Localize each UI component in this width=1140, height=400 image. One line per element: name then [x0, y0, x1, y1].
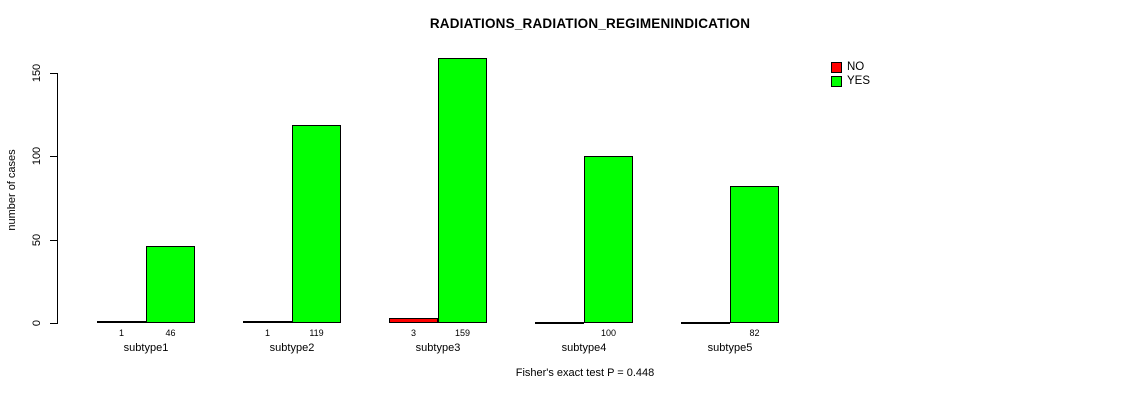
y-tick-label: 100 — [31, 146, 43, 166]
bar-yes-subtype2 — [292, 125, 341, 323]
bar-yes-subtype1 — [146, 246, 195, 323]
bar-yes-subtype5 — [730, 186, 779, 323]
legend-label-yes: YES — [847, 75, 871, 87]
category-label-subtype5: subtype5 — [707, 342, 753, 354]
count-label-yes-subtype5: 82 — [749, 328, 760, 338]
category-label-subtype4: subtype4 — [561, 342, 607, 354]
y-tick-mark — [50, 156, 57, 157]
y-tick-label: 150 — [31, 63, 43, 83]
count-label-yes-subtype1: 46 — [165, 328, 176, 338]
y-tick-label: 50 — [31, 233, 43, 247]
bar-yes-subtype3 — [438, 58, 487, 323]
bar-yes-subtype4 — [584, 156, 633, 323]
count-label-no-subtype1: 1 — [118, 328, 125, 338]
y-tick-mark — [50, 240, 57, 241]
bar-no-subtype5 — [681, 322, 730, 324]
count-label-no-subtype2: 1 — [264, 328, 271, 338]
bar-no-subtype2 — [243, 321, 292, 323]
category-label-subtype3: subtype3 — [415, 342, 461, 354]
chart-title: RADIATIONS_RADIATION_REGIMENINDICATION — [429, 16, 751, 31]
count-label-yes-subtype2: 119 — [309, 328, 324, 338]
category-label-subtype1: subtype1 — [123, 342, 169, 354]
legend-swatch-yes — [831, 75, 842, 87]
y-tick-mark — [50, 73, 57, 74]
count-label-yes-subtype3: 159 — [454, 328, 471, 338]
legend-swatch-no — [831, 61, 842, 73]
count-label-no-subtype3: 3 — [410, 328, 417, 338]
bar-no-subtype4 — [535, 322, 584, 324]
category-label-subtype2: subtype2 — [269, 342, 315, 354]
y-tick-mark — [50, 323, 57, 324]
legend-label-no: NO — [847, 61, 865, 73]
legend-item-no: NO — [831, 60, 870, 74]
y-axis-line — [57, 73, 58, 324]
y-tick-label: 0 — [31, 319, 43, 327]
legend-item-yes: YES — [831, 74, 870, 88]
y-axis-title: number of cases — [6, 149, 18, 231]
bar-no-subtype1 — [97, 321, 146, 323]
legend: NO YES — [831, 60, 870, 88]
count-label-yes-subtype4: 100 — [600, 328, 617, 338]
bar-no-subtype3 — [389, 318, 438, 323]
fisher-test-annotation: Fisher's exact test P = 0.448 — [515, 367, 655, 379]
